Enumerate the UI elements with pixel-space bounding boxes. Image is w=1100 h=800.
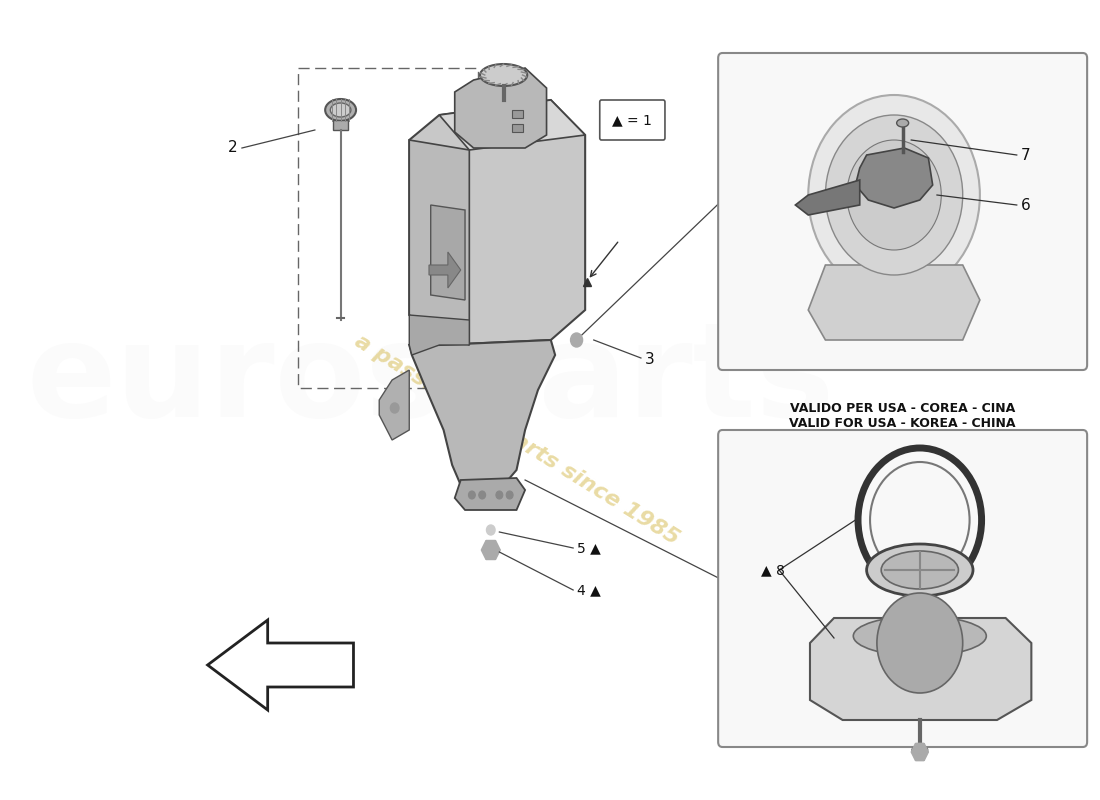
Circle shape [571, 333, 583, 347]
Polygon shape [482, 550, 491, 559]
Ellipse shape [854, 616, 987, 656]
Text: VALIDO PER USA - COREA - CINA
VALID FOR USA - KOREA - CHINA: VALIDO PER USA - COREA - CINA VALID FOR … [790, 402, 1016, 430]
Text: 5 ▲: 5 ▲ [576, 541, 601, 555]
FancyBboxPatch shape [718, 53, 1087, 370]
Circle shape [478, 491, 485, 499]
Bar [513, 110, 522, 118]
Polygon shape [454, 68, 547, 148]
Circle shape [825, 115, 962, 275]
Polygon shape [454, 478, 525, 510]
Polygon shape [491, 541, 501, 550]
Circle shape [496, 491, 503, 499]
Polygon shape [439, 100, 585, 150]
Circle shape [506, 491, 513, 499]
Circle shape [469, 491, 475, 499]
Ellipse shape [326, 99, 356, 121]
Bar [298, 68, 477, 388]
Polygon shape [810, 618, 1032, 720]
Polygon shape [482, 541, 491, 550]
Polygon shape [915, 743, 924, 752]
Text: 7: 7 [1021, 147, 1031, 162]
Circle shape [486, 525, 495, 535]
Ellipse shape [867, 544, 974, 596]
Polygon shape [379, 370, 409, 440]
Bar [513, 124, 522, 132]
Polygon shape [409, 140, 470, 345]
Polygon shape [920, 752, 928, 761]
Text: ▲ = 1: ▲ = 1 [613, 113, 652, 127]
FancyBboxPatch shape [718, 430, 1087, 747]
Text: 4 ▲: 4 ▲ [576, 583, 601, 597]
Text: 3: 3 [646, 353, 654, 367]
Circle shape [808, 95, 980, 295]
Polygon shape [808, 265, 980, 340]
Text: ▲ 8: ▲ 8 [761, 563, 785, 577]
Polygon shape [431, 205, 465, 300]
Ellipse shape [480, 64, 527, 86]
Circle shape [877, 593, 962, 693]
Polygon shape [915, 752, 924, 761]
Polygon shape [486, 550, 495, 559]
Polygon shape [409, 340, 556, 500]
Polygon shape [409, 315, 470, 355]
Text: eurosparts: eurosparts [26, 317, 835, 443]
Polygon shape [856, 148, 933, 208]
Polygon shape [911, 743, 920, 752]
Polygon shape [911, 752, 920, 761]
Ellipse shape [912, 746, 927, 754]
Text: 6: 6 [1021, 198, 1031, 213]
Polygon shape [491, 550, 501, 559]
Text: 2: 2 [228, 141, 238, 155]
Circle shape [847, 140, 942, 250]
Polygon shape [920, 743, 928, 752]
Polygon shape [409, 100, 585, 345]
Ellipse shape [881, 551, 958, 589]
FancyBboxPatch shape [600, 100, 666, 140]
Circle shape [390, 403, 399, 413]
Ellipse shape [330, 103, 351, 117]
Bar [333, 120, 349, 130]
Polygon shape [208, 620, 353, 710]
Polygon shape [795, 180, 860, 215]
Polygon shape [429, 252, 461, 288]
Polygon shape [486, 541, 495, 550]
Text: a passion for parts since 1985: a passion for parts since 1985 [351, 331, 682, 549]
Ellipse shape [896, 119, 909, 127]
